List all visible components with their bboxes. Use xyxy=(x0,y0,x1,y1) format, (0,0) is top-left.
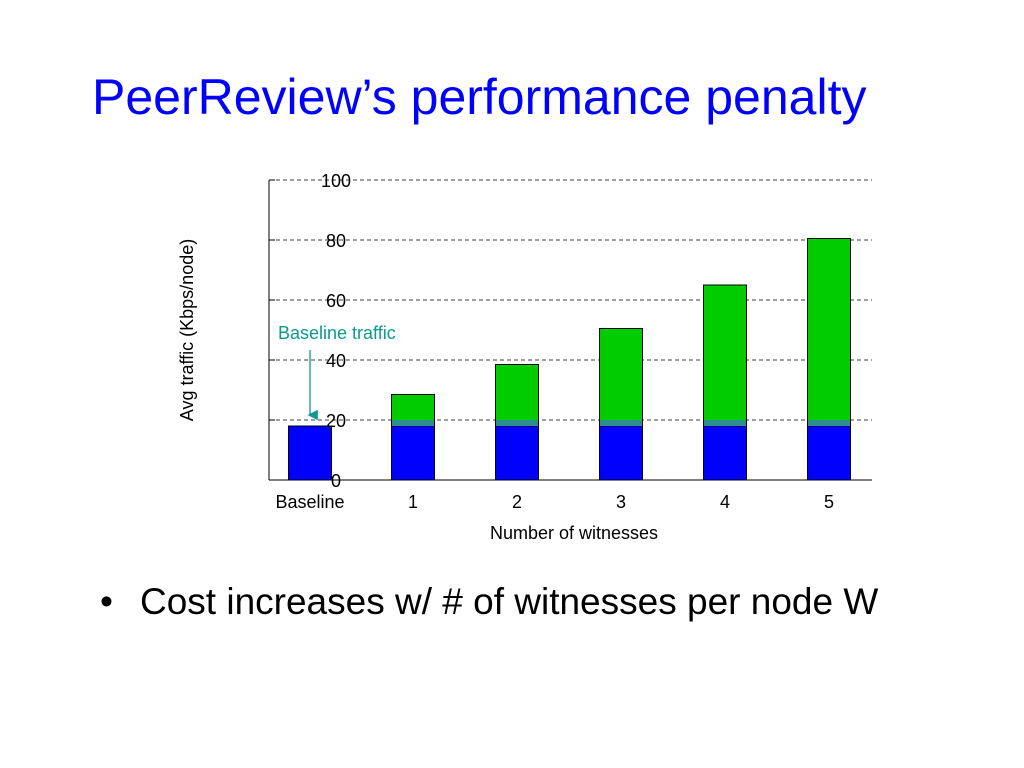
x-tick-label-4: 4 xyxy=(720,492,730,512)
x-tick-label-2: 2 xyxy=(512,492,522,512)
y-tick-label-80: 80 xyxy=(326,231,346,251)
y-tick-label-0: 0 xyxy=(331,471,341,491)
bar-base-5 xyxy=(807,425,851,481)
bullet-mark: • xyxy=(100,581,113,622)
axes xyxy=(268,180,872,481)
bar-band-1 xyxy=(392,420,434,426)
bullet-text: Cost increases w/ # of witnesses per nod… xyxy=(140,581,879,622)
x-tick-labels: Baseline 1 2 3 4 5 xyxy=(275,492,834,512)
bar-band-2 xyxy=(496,420,538,426)
bar-overhead-4 xyxy=(703,284,747,427)
slide-title: PeerReview’s performance penalty xyxy=(92,69,867,125)
bullet-point: • Cost increases w/ # of witnesses per n… xyxy=(100,580,900,624)
bar-chart: 0 20 40 60 80 100 Baseline 1 2 3 4 5 Number of wit… xyxy=(177,171,872,543)
bar-overhead-2 xyxy=(495,364,539,427)
bar-base-3 xyxy=(599,425,643,481)
baseline-traffic-annotation: Baseline traffic xyxy=(278,323,396,343)
x-tick-label-3: 3 xyxy=(616,492,626,512)
x-tick-label-5: 5 xyxy=(824,492,834,512)
x-tick-label-Baseline: Baseline xyxy=(275,492,344,512)
bar-band-5 xyxy=(808,420,850,426)
gridlines xyxy=(269,179,872,481)
bar-band-4 xyxy=(704,420,746,426)
bar-base-Baseline xyxy=(288,425,332,481)
y-tick-label-40: 40 xyxy=(326,351,346,371)
y-axis-label: Avg traffic (Kbps/node) xyxy=(177,239,197,421)
bars xyxy=(288,238,851,481)
bar-base-2 xyxy=(495,425,539,481)
x-tick-label-1: 1 xyxy=(408,492,418,512)
y-tick-label-20: 20 xyxy=(326,411,346,431)
bar-band-3 xyxy=(600,420,642,426)
bar-overhead-3 xyxy=(599,328,643,427)
y-tick-label-60: 60 xyxy=(326,291,346,311)
y-tick-label-100: 100 xyxy=(321,171,351,191)
y-tick-labels: 0 20 40 60 80 100 xyxy=(321,171,351,491)
bar-overhead-5 xyxy=(807,238,851,427)
x-axis-label: Number of witnesses xyxy=(490,523,658,543)
bar-base-1 xyxy=(391,425,435,481)
bar-base-4 xyxy=(703,425,747,481)
